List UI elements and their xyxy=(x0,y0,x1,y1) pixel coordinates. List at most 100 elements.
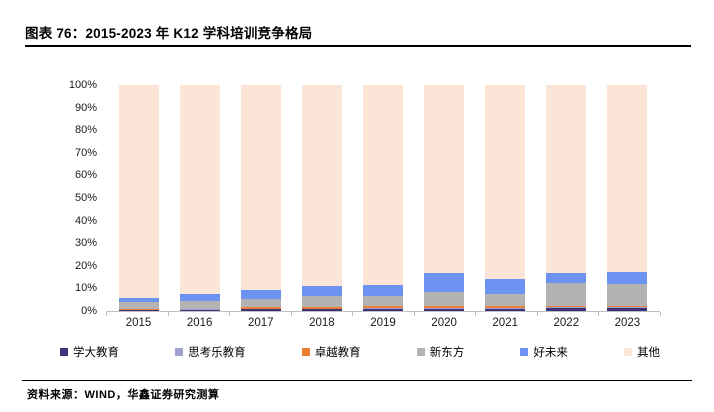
x-tick-label-2016: 2016 xyxy=(186,317,213,329)
segment-学大教育-2016 xyxy=(179,309,220,311)
bar-2023 xyxy=(607,85,648,311)
bars-area xyxy=(108,85,658,311)
segment-新东方-2019 xyxy=(362,296,403,307)
figure-header: 图表 76：2015-2023 年 K12 学科培训竞争格局 xyxy=(25,22,691,43)
x-axis-tick xyxy=(290,312,292,316)
segment-学大教育-2017 xyxy=(240,309,281,311)
x-tick-label-2019: 2019 xyxy=(370,317,396,329)
segment-学大教育-2019 xyxy=(362,308,403,311)
legend-label: 新东方 xyxy=(429,347,465,359)
segment-新东方-2023 xyxy=(607,283,648,306)
segment-好未来-2016 xyxy=(179,293,220,302)
x-tick-label-2021: 2021 xyxy=(492,317,518,329)
segment-好未来-2021 xyxy=(485,278,526,295)
legend-label: 学大教育 xyxy=(73,347,119,359)
legend-swatch-icon xyxy=(301,348,310,356)
segment-好未来-2018 xyxy=(301,285,342,297)
bar-slot-2017 xyxy=(230,85,291,311)
segment-思考乐教育-2022 xyxy=(546,307,587,309)
segment-好未来-2015 xyxy=(118,297,159,303)
x-axis-tick xyxy=(660,312,661,316)
segment-学大教育-2018 xyxy=(301,309,342,311)
y-tick-label: 20% xyxy=(74,259,97,272)
legend-item-卓越教育: 卓越教育 xyxy=(301,344,361,360)
segment-好未来-2017 xyxy=(240,290,281,300)
segment-思考乐教育-2019 xyxy=(362,308,403,309)
legend-swatch-icon xyxy=(623,348,632,356)
bar-slot-2022 xyxy=(536,85,597,311)
legend-item-学大教育: 学大教育 xyxy=(60,344,119,360)
bar-slot-2015 xyxy=(108,85,169,311)
bar-2015 xyxy=(118,85,159,311)
bar-slot-2019 xyxy=(352,85,413,311)
x-axis-tick xyxy=(167,312,169,316)
segment-卓越教育-2019 xyxy=(362,306,403,309)
legend-item-思考乐教育: 思考乐教育 xyxy=(175,344,246,360)
x-axis-labels: 2015 2016 2017 2018 2019 2020 2021 2022 2023 xyxy=(108,317,658,329)
bar-slot-2021 xyxy=(475,85,536,311)
segment-其他-2021 xyxy=(485,85,526,279)
x-axis-line xyxy=(106,311,661,316)
figure-title: 图表 76：2015-2023 年 K12 学科培训竞争格局 xyxy=(25,26,313,41)
x-axis-tick xyxy=(352,312,354,316)
x-tick-label-2023: 2023 xyxy=(614,317,641,329)
bar-2019 xyxy=(362,85,403,311)
x-tick-label-2015: 2015 xyxy=(125,317,152,329)
segment-其他-2020 xyxy=(424,85,465,273)
stacked-bar-chart xyxy=(106,85,661,316)
x-tick-label-2017: 2017 xyxy=(247,317,274,329)
legend-label: 卓越教育 xyxy=(314,347,361,359)
segment-学大教育-2023 xyxy=(607,308,648,311)
bar-2022 xyxy=(546,85,587,311)
y-tick-label: 100% xyxy=(68,79,97,91)
segment-其他-2019 xyxy=(362,85,403,285)
y-tick-label: 80% xyxy=(74,124,97,137)
bar-slot-2020 xyxy=(414,85,475,311)
x-axis-tick xyxy=(229,312,231,316)
y-axis-labels: 0% 10% 20% 30% 40% 50% 60% 70% 80% 90% 100% xyxy=(55,79,101,317)
x-axis-tick xyxy=(536,312,538,316)
segment-学大教育-2020 xyxy=(424,308,465,311)
bar-2016 xyxy=(179,85,220,311)
x-tick-label-2018: 2018 xyxy=(309,317,335,329)
y-tick-label: 50% xyxy=(74,192,97,204)
x-axis-tick xyxy=(413,312,415,316)
x-tick-label-2020: 2020 xyxy=(431,317,457,329)
segment-卓越教育-2020 xyxy=(424,306,465,309)
segment-新东方-2022 xyxy=(546,282,587,306)
segment-其他-2023 xyxy=(607,85,648,272)
segment-新东方-2017 xyxy=(240,299,281,308)
legend-item-好未来: 好未来 xyxy=(520,344,568,360)
bar-slot-2023 xyxy=(597,85,658,311)
footer-rule xyxy=(22,380,692,381)
segment-学大教育-2015 xyxy=(118,309,159,311)
legend-item-新东方: 新东方 xyxy=(416,344,465,360)
segment-卓越教育-2022 xyxy=(546,305,587,308)
bar-slot-2016 xyxy=(169,85,230,311)
segment-卓越教育-2015 xyxy=(118,308,159,310)
segment-思考乐教育-2021 xyxy=(485,308,526,309)
chart-legend: 学大教育 思考乐教育 卓越教育 新东方 好未来 其他 xyxy=(60,344,660,360)
bar-2017 xyxy=(240,85,281,311)
x-tick-label-2022: 2022 xyxy=(553,317,580,329)
y-tick-label: 10% xyxy=(74,282,97,295)
segment-新东方-2015 xyxy=(118,302,159,309)
segment-新东方-2020 xyxy=(424,292,465,307)
bar-2018 xyxy=(301,85,342,311)
y-tick-label: 70% xyxy=(74,146,97,159)
y-tick-label: 40% xyxy=(74,214,97,227)
legend-swatch-icon xyxy=(60,348,68,356)
segment-其他-2016 xyxy=(179,85,220,294)
legend-item-其他: 其他 xyxy=(623,344,660,360)
y-tick-label: 0% xyxy=(81,305,97,317)
legend-label: 其他 xyxy=(636,347,660,359)
legend-swatch-icon xyxy=(520,348,529,356)
title-rule xyxy=(25,45,691,47)
legend-swatch-icon xyxy=(416,348,425,356)
segment-卓越教育-2017 xyxy=(240,307,281,309)
source-note: 资料来源：WIND，华鑫证券研究测算 xyxy=(27,389,220,401)
bar-2020 xyxy=(424,85,465,311)
segment-思考乐教育-2023 xyxy=(607,307,648,309)
segment-其他-2017 xyxy=(240,85,281,291)
